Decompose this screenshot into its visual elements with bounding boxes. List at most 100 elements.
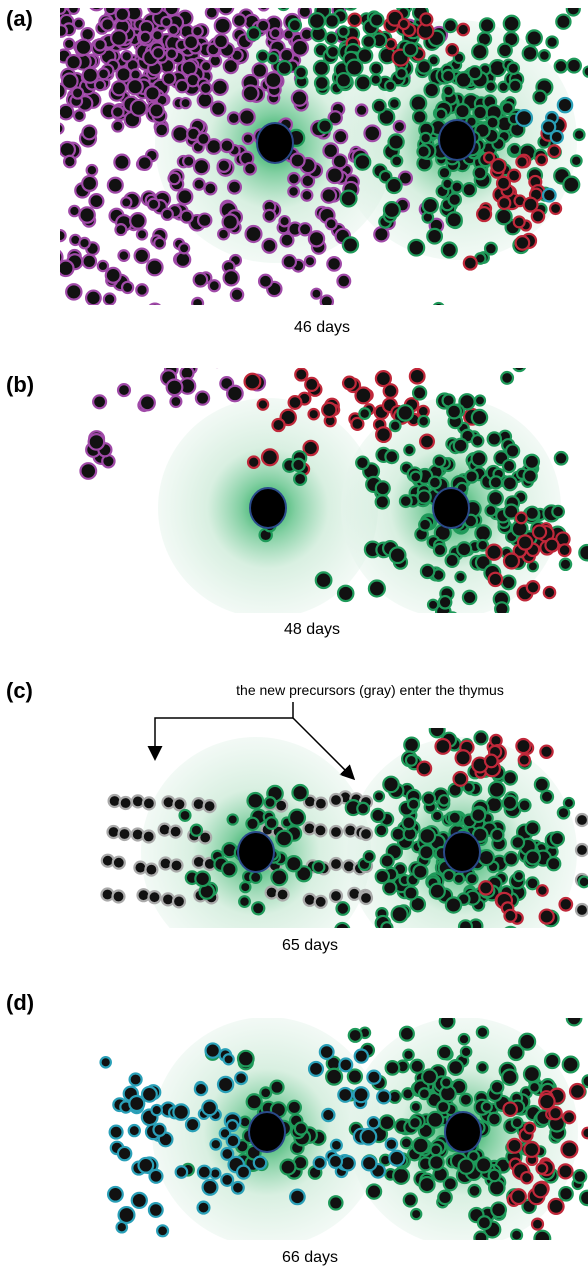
cell (452, 872, 466, 885)
cell (379, 853, 395, 869)
cell (535, 884, 549, 897)
panel-label: (c) (6, 678, 33, 703)
cell (545, 35, 559, 49)
cell (477, 848, 496, 867)
cell (456, 541, 473, 558)
cell (438, 1018, 456, 1030)
cell (28, 139, 38, 149)
cell (432, 301, 445, 305)
cell (459, 1045, 473, 1059)
cell (432, 0, 444, 3)
cell (106, 1185, 124, 1203)
cell (354, 386, 373, 405)
cell (542, 585, 557, 600)
cell (93, 78, 107, 92)
cell (275, 829, 294, 848)
cell (65, 53, 82, 71)
cell (245, 1093, 263, 1111)
cell (171, 894, 187, 909)
cell (198, 81, 213, 95)
cell (489, 1079, 505, 1095)
cell (293, 1121, 309, 1136)
cell (397, 170, 414, 186)
cell (110, 29, 128, 47)
cell (530, 209, 546, 224)
cell (300, 173, 316, 189)
cell (294, 368, 309, 382)
panel-image (99, 1018, 588, 1240)
thymus-core (438, 119, 476, 161)
cell (487, 780, 506, 799)
cell (507, 939, 519, 951)
cell (471, 42, 489, 61)
cell (222, 1053, 235, 1066)
cell (392, 1166, 411, 1185)
cell (429, 1143, 443, 1157)
cell (428, 728, 446, 739)
cell (62, 154, 77, 169)
cell (388, 419, 402, 433)
cell (81, 66, 99, 84)
cell (370, 807, 386, 824)
cell (533, 1229, 552, 1240)
cell (238, 895, 251, 909)
cell (219, 138, 235, 154)
cell (174, 1165, 189, 1179)
cell (241, 84, 260, 103)
cell (532, 1181, 550, 1199)
cell (390, 905, 409, 924)
cell (88, 193, 105, 210)
cell (500, 574, 517, 591)
cell (226, 111, 241, 126)
cell (203, 181, 218, 196)
cell (177, 242, 191, 255)
cell (81, 124, 98, 141)
cell (416, 489, 432, 505)
cell (189, 823, 204, 837)
cell (502, 14, 521, 33)
cell (548, 1105, 563, 1121)
cell (362, 850, 376, 864)
cell (110, 105, 125, 119)
cell (5, 46, 18, 59)
cell (525, 876, 540, 891)
cell (442, 1176, 458, 1192)
cell (494, 601, 510, 613)
cell (111, 855, 126, 870)
cell (271, 417, 286, 433)
cell (528, 1080, 541, 1094)
cell (225, 1133, 241, 1149)
cell (367, 579, 386, 598)
cell (324, 13, 340, 29)
cell (535, 1162, 549, 1175)
cell (397, 17, 411, 31)
cell (374, 480, 391, 497)
cell (532, 89, 548, 105)
cell (447, 611, 458, 613)
cell (337, 1086, 354, 1103)
cell (482, 151, 496, 164)
cell (437, 794, 451, 807)
cell (325, 1067, 344, 1086)
cell (374, 494, 391, 510)
panel-caption: 48 days (284, 621, 340, 638)
cell (74, 38, 93, 57)
cell (0, 213, 3, 228)
cell (527, 932, 541, 946)
cell (279, 47, 295, 63)
cell (209, 1167, 222, 1180)
cell (374, 823, 389, 838)
cell (553, 58, 569, 74)
cell (276, 59, 293, 76)
cell (167, 171, 182, 186)
cell (458, 1092, 473, 1107)
cell (282, 322, 295, 335)
cell (457, 1157, 475, 1175)
cell (538, 908, 555, 925)
annotation: the new precursors (gray) enter the thym… (236, 682, 504, 698)
cell (495, 207, 513, 226)
cell (136, 155, 153, 172)
cell (161, 71, 177, 87)
cell (325, 44, 340, 59)
cell (501, 475, 518, 492)
